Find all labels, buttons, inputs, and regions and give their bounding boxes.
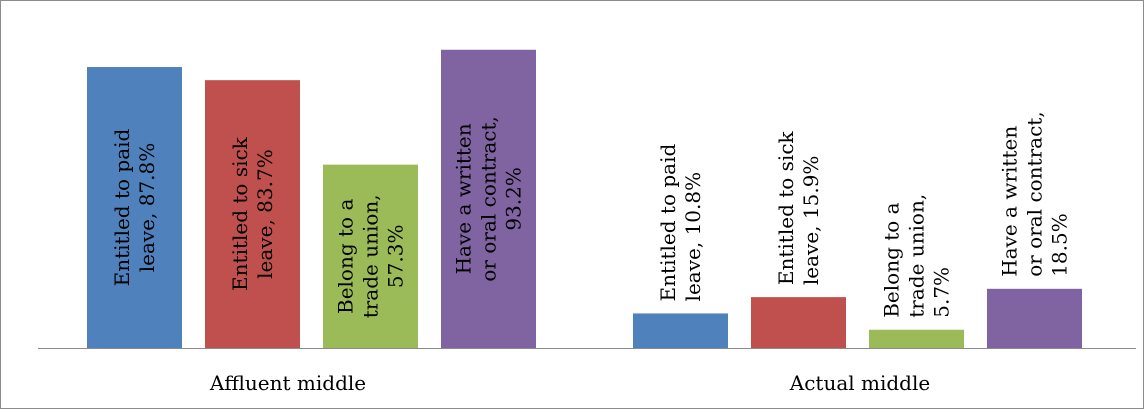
- bar-0-1: [205, 80, 300, 348]
- data-label: Entitled to sickleave, 15.9%: [774, 130, 823, 285]
- data-label-line: leave, 10.8%: [681, 172, 705, 302]
- category-labels-layer: Affluent middle Actual middle: [209, 371, 930, 395]
- data-label: Have a writtenor oral contract,93.2%: [452, 116, 526, 281]
- data-label: Entitled to paidleave, 87.8%: [110, 128, 159, 286]
- data-label-line: Have a written: [452, 123, 476, 274]
- data-labels-layer: Entitled to paidleave, 87.8% Entitled to …: [110, 111, 1072, 318]
- data-label-line: Belong to a: [334, 199, 358, 314]
- data-label-line: 18.5%: [1048, 213, 1072, 277]
- data-label: Belong to atrade union,57.3%: [334, 194, 408, 318]
- data-label-line: leave, 15.9%: [799, 156, 823, 286]
- bar-1-0: [633, 313, 728, 348]
- bar-1-1: [751, 297, 846, 348]
- bar-0-2: [323, 164, 418, 348]
- data-label-line: or oral contract,: [477, 116, 501, 281]
- category-label: Affluent middle: [209, 371, 366, 395]
- data-label-line: Entitled to sick: [228, 136, 252, 291]
- data-label-line: trade union,: [905, 194, 929, 318]
- data-label: Have a writtenor oral contract,18.5%: [998, 111, 1072, 276]
- data-label-line: trade union,: [359, 194, 383, 318]
- data-label-line: 93.2%: [502, 167, 526, 231]
- data-label-line: Entitled to paid: [656, 144, 680, 302]
- data-label: Entitled to sickleave, 83.7%: [228, 136, 277, 291]
- bars-layer: [87, 49, 1082, 348]
- data-label-line: 57.3%: [384, 225, 408, 289]
- data-label-line: Entitled to paid: [110, 128, 134, 286]
- data-label-line: or oral contract,: [1023, 111, 1047, 276]
- category-label: Actual middle: [789, 371, 930, 395]
- bar-0-0: [87, 67, 182, 348]
- bar-1-3: [987, 288, 1082, 348]
- bar-0-3: [441, 49, 536, 348]
- data-label: Belong to atrade union,5.7%: [880, 194, 954, 318]
- data-label: Entitled to paidleave, 10.8%: [656, 144, 705, 302]
- data-label-line: leave, 83.7%: [253, 149, 277, 279]
- data-label-line: Have a written: [998, 126, 1022, 277]
- data-label-line: Entitled to sick: [774, 130, 798, 285]
- data-label-line: Belong to a: [880, 202, 904, 317]
- bar-1-2: [869, 329, 964, 348]
- data-label-line: 5.7%: [930, 267, 954, 318]
- data-label-line: leave, 87.8%: [135, 143, 159, 273]
